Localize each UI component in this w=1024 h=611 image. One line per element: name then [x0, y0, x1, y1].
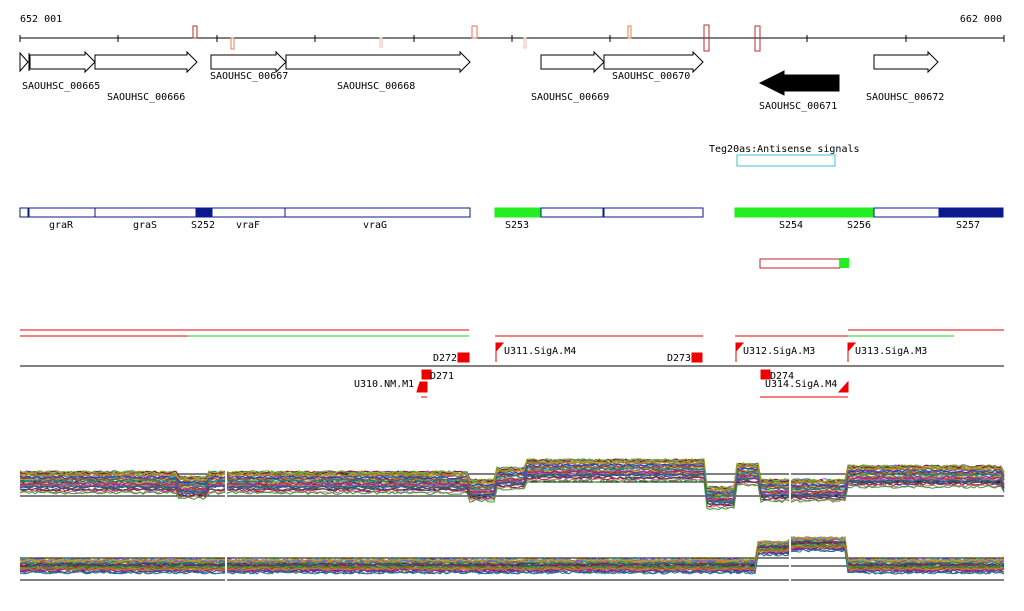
promoter-label: U310.NM.M1 [354, 379, 414, 390]
segment-label: S254 [779, 220, 803, 231]
coordinate-ruler: 652 001 662 000 [19, 14, 1005, 52]
promoter-label: U314.SigA.M4 [765, 379, 837, 390]
expression-trace [19, 458, 1005, 490]
promoter-flag[interactable] [735, 342, 745, 353]
ruler-marker[interactable] [471, 25, 478, 39]
segment-label: S256 [847, 220, 871, 231]
segment-box[interactable] [28, 207, 96, 218]
terminator-marker[interactable] [457, 352, 470, 363]
segment-box[interactable] [211, 207, 286, 218]
segment-box[interactable] [284, 207, 471, 218]
expression-panel-lower [19, 536, 1005, 596]
promoter-flag[interactable] [495, 342, 505, 353]
expression-trace [19, 461, 1005, 493]
promoter-flag[interactable] [837, 380, 849, 393]
segment-box[interactable] [195, 207, 213, 218]
gene-arrow-00672[interactable] [873, 50, 939, 74]
segment-box[interactable] [873, 207, 940, 218]
expression-trace [19, 548, 1005, 575]
expression-trace [19, 536, 1005, 563]
promoter-labels: D272 D271 U310.NM.M1 U311.SigA.M4 D273 U… [354, 346, 927, 390]
expression-trace [19, 466, 1005, 499]
transcript-track [20, 329, 1004, 398]
expression-trace [19, 478, 1005, 510]
segment-box[interactable] [603, 207, 704, 218]
segment-labels: graR graS S252 vraF vraG S253 S254 S256 … [49, 220, 980, 231]
promoter-flag[interactable] [416, 381, 428, 393]
segment-track [19, 207, 1004, 218]
segment-box[interactable] [734, 207, 875, 218]
gene-label[interactable]: SAOUHSC_00669 [531, 92, 609, 103]
gene-arrow-00668[interactable] [285, 50, 471, 74]
gene-label[interactable]: SAOUHSC_00665 [22, 81, 100, 92]
segment-label: graS [133, 220, 157, 231]
gene-arrow-00670[interactable] [603, 50, 704, 74]
expression-trace [19, 463, 1005, 495]
gene-label[interactable]: SAOUHSC_00666 [107, 92, 185, 103]
ruler-markers [192, 24, 761, 52]
gene-arrow-00669[interactable] [540, 50, 605, 74]
promoter-label: U313.SigA.M3 [855, 346, 927, 357]
gene-label[interactable]: SAOUHSC_00672 [866, 92, 944, 103]
expression-panel-upper [19, 452, 1005, 512]
ruler-start-label: 652 001 [20, 14, 62, 25]
promoter-label: U312.SigA.M3 [743, 346, 815, 357]
ruler-marker[interactable] [754, 25, 761, 52]
promoter-label: D273 [667, 353, 691, 364]
expression-trace [19, 545, 1005, 572]
feature-box[interactable] [759, 258, 849, 269]
segment-label: graR [49, 220, 74, 231]
terminator-marker[interactable] [421, 369, 432, 380]
segment-box[interactable] [938, 207, 1004, 218]
antisense-track: Teg20as:Antisense signals [709, 144, 860, 167]
gene-label[interactable]: SAOUHSC_00671 [759, 101, 837, 112]
ruler-marker[interactable] [192, 25, 198, 39]
gene-arrow-00666[interactable] [94, 50, 198, 74]
gene-arrow-00671[interactable] [758, 70, 840, 96]
segment-box[interactable] [494, 207, 542, 218]
segment-label: S252 [191, 220, 215, 231]
gene-track: SAOUHSC_00665 SAOUHSC_00666 SAOUHSC_0066… [19, 50, 944, 112]
gene-arrow-fragment[interactable] [19, 51, 29, 73]
expression-trace [19, 540, 1005, 567]
expression-trace [19, 469, 1005, 501]
ruler-marker[interactable] [523, 37, 527, 49]
ruler-marker[interactable] [703, 24, 710, 52]
segment-label: vraF [236, 220, 260, 231]
promoter-markers [416, 342, 857, 393]
promoter-flag[interactable] [847, 342, 857, 353]
gene-label[interactable]: SAOUHSC_00670 [612, 71, 690, 82]
expression-trace [19, 473, 1005, 505]
promoter-label: D274 [770, 371, 794, 382]
gene-label[interactable]: SAOUHSC_00667 [210, 71, 288, 82]
segment-box[interactable] [540, 207, 604, 218]
segment-box[interactable] [94, 207, 197, 218]
ruler-marker[interactable] [379, 37, 383, 48]
ruler-marker[interactable] [230, 37, 235, 50]
promoter-label: U311.SigA.M4 [504, 346, 576, 357]
gene-label[interactable]: SAOUHSC_00668 [337, 81, 415, 92]
terminator-marker[interactable] [691, 352, 703, 363]
promoter-label: D272 [433, 353, 457, 364]
segment-box[interactable] [19, 207, 29, 218]
expression-trace [19, 538, 1005, 565]
antisense-track-label: Teg20as:Antisense signals [709, 144, 860, 155]
ruler-marker[interactable] [627, 25, 632, 39]
gene-arrow-00665[interactable] [29, 50, 96, 74]
terminator-marker[interactable] [760, 369, 771, 380]
segment-label: vraG [363, 220, 387, 231]
segment-label: S253 [505, 220, 529, 231]
ruler-end-label: 662 000 [960, 14, 1002, 25]
promoter-label: D271 [430, 371, 454, 382]
gene-arrow-00667[interactable] [210, 50, 287, 74]
segment-label: S257 [956, 220, 980, 231]
expression-trace [19, 536, 1005, 563]
antisense-signal-box[interactable] [736, 154, 836, 167]
